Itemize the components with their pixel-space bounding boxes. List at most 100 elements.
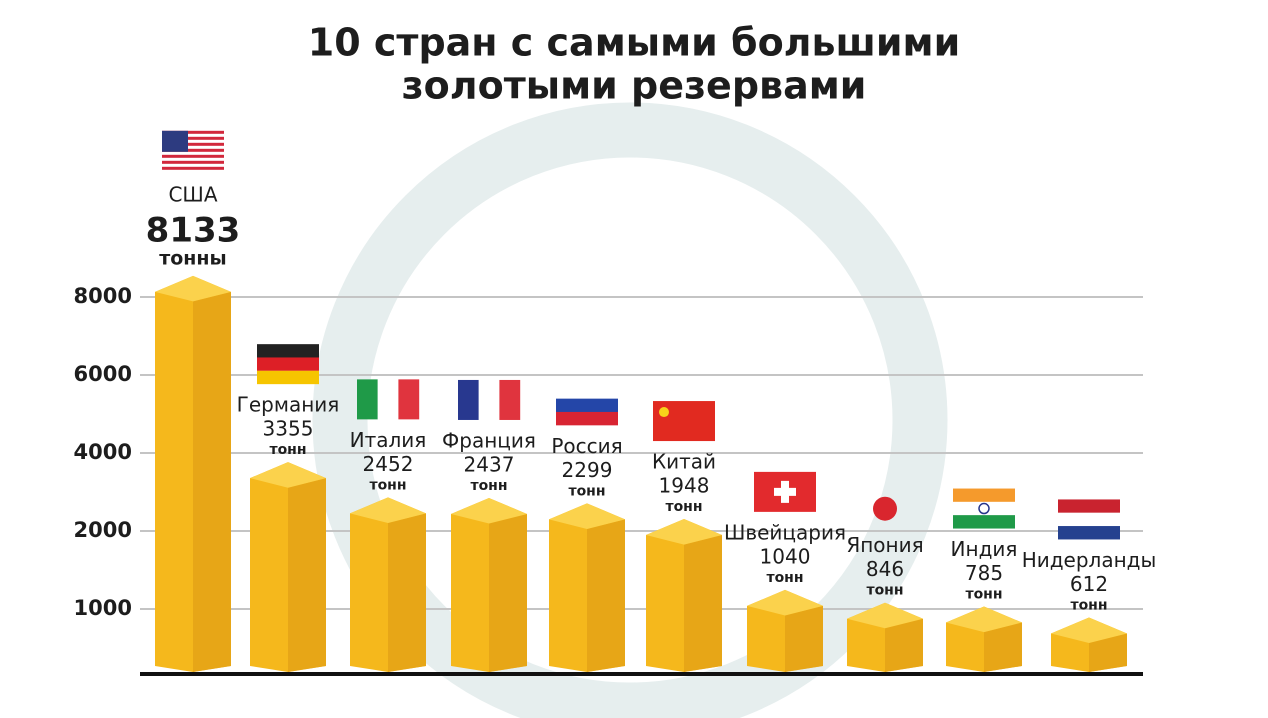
flag	[257, 344, 319, 385]
flag-stripe	[257, 344, 319, 358]
flag-stripe	[953, 515, 1015, 529]
bar-group	[747, 589, 823, 672]
flag-stripe	[162, 142, 224, 146]
flag-cross	[774, 487, 796, 496]
category-label: Россия	[551, 434, 622, 458]
bar-cap	[847, 602, 923, 629]
flag-wheel	[978, 502, 990, 515]
bar-group	[847, 602, 923, 672]
flag-stripe	[478, 379, 500, 420]
value-label: 612	[1070, 572, 1108, 596]
value-label: 2437	[464, 452, 515, 476]
bar-group	[155, 275, 231, 672]
bar-cap	[451, 497, 527, 524]
flag	[458, 379, 521, 420]
flag-stripe	[1058, 526, 1120, 540]
bar-cap	[549, 503, 625, 529]
value-label: 846	[866, 557, 904, 581]
flag	[653, 401, 715, 442]
category-label: Швейцария	[724, 520, 846, 544]
bar-group	[250, 462, 326, 672]
flag-stripe	[953, 501, 1015, 516]
category-label: Индия	[951, 537, 1018, 561]
y-tick-label: 6000	[74, 362, 132, 386]
flag	[953, 488, 1015, 529]
bar-group	[549, 503, 625, 672]
flag-stripe	[556, 411, 618, 426]
bar-cap	[747, 589, 823, 616]
flag-stripe	[162, 154, 224, 158]
y-tick-label: 4000	[74, 440, 132, 464]
flag-stripe	[257, 370, 319, 385]
unit-label: тонн	[665, 499, 702, 515]
value-label: 2299	[562, 458, 613, 482]
value-label: 1948	[659, 474, 710, 498]
flag	[1058, 499, 1120, 540]
unit-label: тонн	[470, 478, 507, 494]
bar-shade	[489, 513, 527, 672]
unit-label: тонн	[965, 587, 1002, 603]
y-tick-label: 8000	[74, 284, 132, 308]
flag-stripe	[162, 160, 224, 164]
category-label: США	[168, 182, 217, 206]
unit-label: тонн	[866, 583, 903, 599]
bar-cap	[646, 519, 722, 545]
bar-shade	[684, 535, 722, 672]
bar-shade	[785, 605, 823, 672]
unit-label: тонн	[568, 483, 605, 499]
flag-stripe	[357, 379, 378, 420]
value-label: 1040	[760, 544, 811, 568]
flag-stripe	[377, 379, 399, 420]
flag-stripe	[499, 379, 521, 420]
flag-stripe	[162, 136, 224, 140]
category-label: Италия	[350, 428, 427, 452]
bar-cap	[946, 606, 1022, 633]
flag	[357, 379, 420, 420]
bar-shade	[1089, 633, 1127, 672]
category-label: Нидерланды	[1022, 548, 1157, 572]
value-label: 8133	[146, 210, 241, 250]
unit-label: тонн	[369, 477, 406, 493]
bar-cap	[350, 497, 426, 523]
chart-title: 10 стран с самыми большими	[308, 21, 960, 65]
flag-stripe	[556, 385, 618, 399]
flag-stripe	[458, 379, 479, 420]
bar-shade	[388, 513, 426, 672]
flag-disc	[873, 496, 897, 521]
category-label: Китай	[652, 450, 716, 474]
flag-stripe	[953, 488, 1015, 502]
unit-label: тонн	[269, 442, 306, 458]
bar-shade	[885, 618, 923, 672]
flag	[754, 471, 816, 512]
unit-label: тонн	[1070, 597, 1107, 613]
bar-group	[946, 606, 1022, 672]
decor-ring	[312, 102, 948, 718]
bar-shade	[984, 622, 1022, 672]
flag-stripe	[1058, 499, 1120, 513]
value-label: 3355	[263, 417, 314, 441]
flag	[162, 130, 224, 170]
flag-stripe	[556, 398, 618, 413]
flag-stripe	[162, 130, 224, 134]
flag-stripe	[162, 166, 224, 170]
value-label: 2452	[363, 452, 414, 476]
flag	[873, 496, 897, 521]
bar-group	[350, 497, 426, 672]
unit-label: тонны	[159, 247, 227, 269]
category-label: Германия	[237, 393, 340, 417]
bar-shade	[288, 478, 326, 672]
bar-group	[646, 519, 722, 672]
bar-cap	[155, 275, 231, 302]
value-label: 785	[965, 561, 1003, 585]
unit-label: тонн	[766, 570, 803, 586]
bar-group	[451, 497, 527, 672]
flag	[556, 385, 618, 426]
bar-shade	[587, 519, 625, 672]
category-label: Франция	[442, 428, 536, 452]
flag-star	[659, 407, 669, 418]
flag-field	[653, 401, 715, 442]
flag-stripe	[162, 148, 224, 152]
flag-stripe	[398, 379, 420, 420]
bar-shade	[193, 291, 231, 672]
